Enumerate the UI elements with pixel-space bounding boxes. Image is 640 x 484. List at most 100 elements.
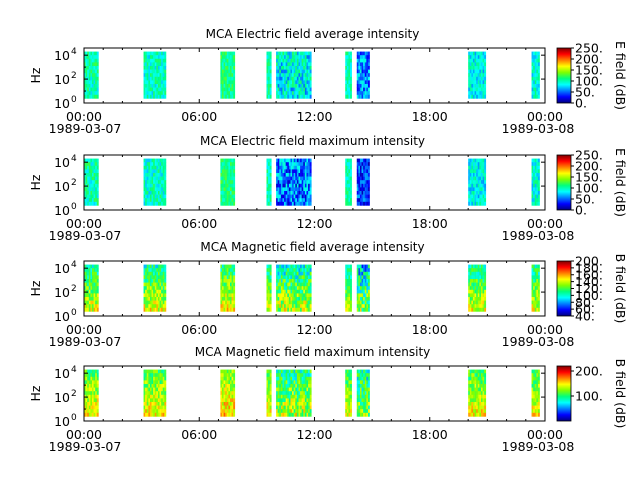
data-cell xyxy=(143,376,146,381)
data-cell xyxy=(296,373,299,378)
data-cell xyxy=(284,58,286,63)
data-cell xyxy=(536,387,539,392)
data-cell xyxy=(88,183,91,188)
data-cell xyxy=(476,55,479,60)
data-cell xyxy=(358,187,361,192)
data-cell xyxy=(293,405,296,410)
data-cell xyxy=(268,73,270,78)
data-cell xyxy=(221,268,224,273)
data-cell xyxy=(469,201,472,206)
data-cell xyxy=(363,65,366,70)
data-cell xyxy=(164,380,167,385)
data-cell xyxy=(284,383,286,388)
data-cell xyxy=(90,376,93,381)
data-cell xyxy=(304,405,307,410)
data-cell xyxy=(88,268,91,273)
data-cell xyxy=(87,87,90,92)
data-cell xyxy=(95,282,98,287)
data-cell xyxy=(366,373,369,378)
data-cell xyxy=(221,405,224,410)
data-cell xyxy=(95,73,98,78)
data-cell xyxy=(95,87,98,92)
data-cell xyxy=(287,190,290,195)
data-cell xyxy=(364,69,367,74)
data-cell xyxy=(531,180,534,185)
data-cell xyxy=(85,268,88,273)
data-cell xyxy=(533,296,536,301)
data-cell xyxy=(276,55,278,60)
data-cell xyxy=(480,58,483,63)
data-cell xyxy=(477,158,480,163)
data-cell xyxy=(285,278,288,283)
data-cell xyxy=(482,183,485,188)
data-cell xyxy=(223,376,226,381)
data-cell xyxy=(348,391,351,396)
data-cell xyxy=(292,180,294,185)
data-cell xyxy=(228,289,231,294)
data-cell xyxy=(308,383,310,388)
data-cell xyxy=(468,394,471,399)
data-cell xyxy=(469,91,472,96)
data-cell xyxy=(161,76,164,81)
data-cell xyxy=(471,187,474,192)
data-cell xyxy=(356,405,359,410)
data-cell xyxy=(350,198,352,203)
data-cell xyxy=(159,376,162,381)
data-cell xyxy=(148,278,151,283)
data-cell xyxy=(279,172,282,177)
data-cell xyxy=(474,172,477,177)
data-cell xyxy=(296,165,299,170)
data-cell xyxy=(276,58,278,63)
data-cell xyxy=(269,62,272,67)
colorbar xyxy=(556,365,572,422)
data-cell xyxy=(279,83,282,88)
data-cell xyxy=(157,91,160,96)
data-cell xyxy=(531,264,534,269)
data-cell xyxy=(221,87,224,92)
data-cell xyxy=(95,289,98,294)
data-cell xyxy=(348,183,351,188)
data-cell xyxy=(151,58,154,63)
data-cell xyxy=(279,271,282,276)
data-cell xyxy=(146,187,149,192)
data-cell xyxy=(220,198,223,203)
colorbar-tick-label: 250. xyxy=(575,148,603,163)
data-cell xyxy=(231,369,234,374)
data-cell xyxy=(301,83,304,88)
data-cell xyxy=(366,275,369,280)
data-cell xyxy=(366,401,369,406)
data-cell xyxy=(164,268,167,273)
data-cell xyxy=(90,383,93,388)
data-cell xyxy=(309,183,312,188)
data-cell xyxy=(288,183,291,188)
data-cell xyxy=(300,401,302,406)
data-cell xyxy=(161,293,164,298)
data-cell xyxy=(268,401,270,406)
data-cell xyxy=(276,373,278,378)
data-cell xyxy=(358,180,361,185)
data-cell xyxy=(280,201,283,206)
data-cell xyxy=(146,412,149,417)
data-cell xyxy=(364,300,367,305)
data-cell xyxy=(84,94,86,99)
data-cell xyxy=(87,405,90,410)
data-cell xyxy=(156,172,159,177)
data-cell xyxy=(471,58,474,63)
data-cell xyxy=(533,55,536,60)
data-cell xyxy=(284,264,286,269)
data-cell xyxy=(293,401,296,406)
data-cell xyxy=(157,300,160,305)
data-cell xyxy=(159,398,162,403)
data-cell xyxy=(304,268,307,273)
data-cell xyxy=(537,91,540,96)
x-tick-label: 00:00 xyxy=(66,216,102,231)
data-cell xyxy=(309,405,312,410)
data-cell xyxy=(309,391,312,396)
data-cell xyxy=(304,80,307,85)
data-block xyxy=(468,264,487,312)
data-cell xyxy=(308,65,310,70)
data-cell xyxy=(476,176,479,181)
data-cell xyxy=(220,201,223,206)
data-cell xyxy=(96,300,99,305)
data-cell xyxy=(148,183,151,188)
